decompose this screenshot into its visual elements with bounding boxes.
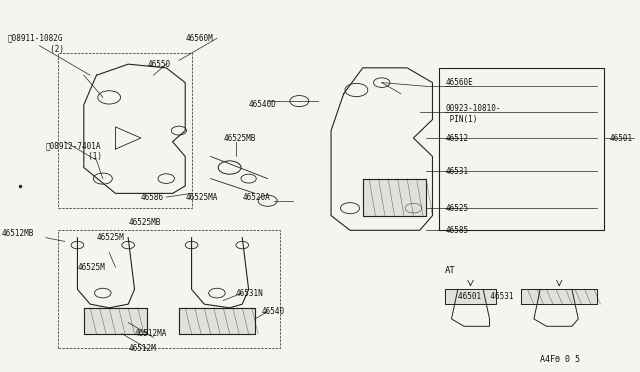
- Text: 46525MA: 46525MA: [185, 193, 218, 202]
- Text: A4FΘ 0 5: A4FΘ 0 5: [540, 355, 580, 364]
- Text: 46525M: 46525M: [77, 263, 105, 272]
- Text: 46560E: 46560E: [445, 78, 473, 87]
- Text: 46540: 46540: [261, 307, 284, 316]
- Text: 46525MB: 46525MB: [128, 218, 161, 227]
- Polygon shape: [445, 289, 496, 304]
- Text: 46512M: 46512M: [128, 344, 156, 353]
- Text: 46540D: 46540D: [248, 100, 276, 109]
- Text: 46525MB: 46525MB: [223, 134, 255, 142]
- Polygon shape: [179, 308, 255, 334]
- Text: 46531N: 46531N: [236, 289, 264, 298]
- Text: (1): (1): [65, 152, 102, 161]
- Text: (2): (2): [27, 45, 64, 54]
- Polygon shape: [363, 179, 426, 215]
- Polygon shape: [521, 289, 597, 304]
- Text: 46501: 46501: [610, 134, 633, 142]
- Text: 46520A: 46520A: [243, 193, 270, 202]
- Text: 46512: 46512: [445, 134, 468, 142]
- Text: 46550: 46550: [147, 60, 170, 69]
- Text: 46531: 46531: [445, 167, 468, 176]
- Text: 46585: 46585: [445, 226, 468, 235]
- Text: ⓝ08911-1082G: ⓝ08911-1082G: [8, 34, 63, 43]
- Text: 46512MA: 46512MA: [134, 329, 167, 338]
- Text: 46501  46531: 46501 46531: [458, 292, 513, 301]
- Text: PIN(1): PIN(1): [445, 115, 477, 124]
- Text: 46525M: 46525M: [97, 233, 124, 242]
- Text: 00923-10810-: 00923-10810-: [445, 104, 500, 113]
- Polygon shape: [84, 308, 147, 334]
- Text: ⓝ08912-7401A: ⓝ08912-7401A: [46, 141, 101, 150]
- Text: 46525: 46525: [445, 203, 468, 213]
- Text: 46586: 46586: [141, 193, 164, 202]
- Text: 46512MB: 46512MB: [1, 230, 34, 238]
- Text: AT: AT: [445, 266, 456, 275]
- Text: 46560M: 46560M: [185, 34, 213, 43]
